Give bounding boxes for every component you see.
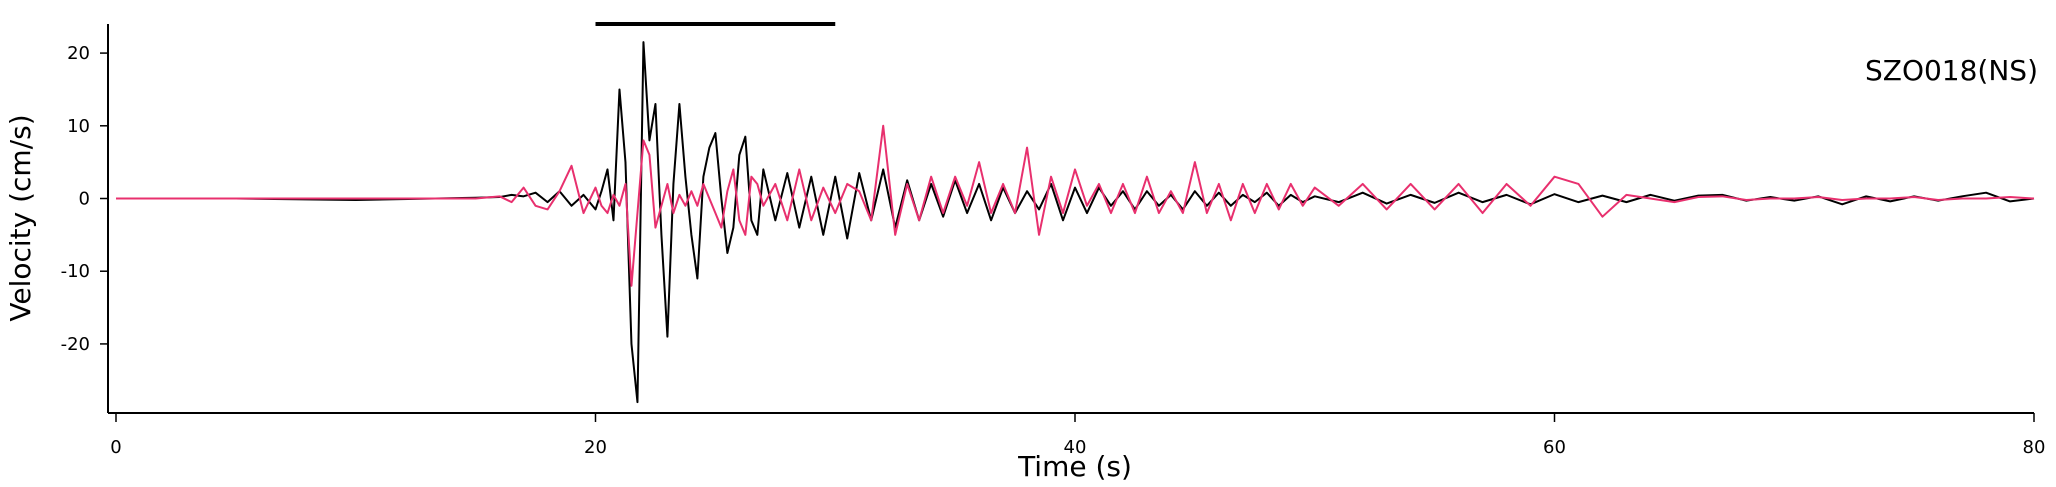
x-tick-label: 60 <box>1543 437 1566 458</box>
series-line <box>116 124 2035 287</box>
x-tick-label: 0 <box>110 437 121 458</box>
y-tick-label: -10 <box>61 261 90 282</box>
x-tick-label: 20 <box>584 437 607 458</box>
station-label: SZO018(NS) <box>1865 54 2038 87</box>
y-tick-label: 10 <box>67 116 90 137</box>
series-line <box>116 41 2035 404</box>
y-axis-title: Velocity (cm/s) <box>4 114 37 321</box>
x-axis-title: Time (s) <box>1017 450 1132 483</box>
x-tick-label: 40 <box>1064 437 1087 458</box>
y-tick-label: -20 <box>61 334 90 355</box>
y-tick-label: 20 <box>67 43 90 64</box>
x-tick-label: 80 <box>2023 437 2046 458</box>
y-tick-label: 0 <box>79 189 90 210</box>
